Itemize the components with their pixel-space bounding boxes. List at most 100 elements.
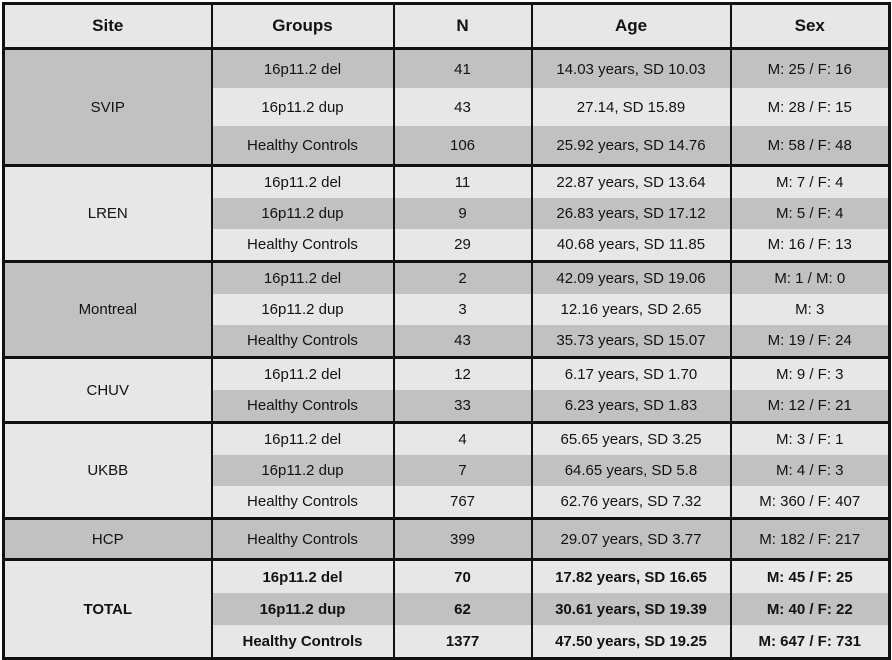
age-cell: 65.65 years, SD 3.25 [530,421,732,455]
site-cell-chuv: CHUV [2,356,213,423]
col-header-age: Age [530,3,732,50]
col-header-site: Site [2,3,213,50]
age-cell: 27.14, SD 15.89 [530,88,732,126]
group-cell: 16p11.2 del [210,260,395,294]
table-row: 16p11.2 dup 43 27.14, SD 15.89 M: 28 / F… [4,88,891,126]
n-cell: 43 [392,325,533,358]
sex-cell: M: 40 / F: 22 [729,593,891,625]
group-cell: 16p11.2 del [210,47,395,88]
age-cell: 6.17 years, SD 1.70 [530,356,732,390]
table-row: 16p11.2 dup 3 12.16 years, SD 2.65 M: 3 [4,294,891,325]
table-row: Healthy Controls 106 25.92 years, SD 14.… [4,126,891,166]
n-cell: 106 [392,126,533,166]
sex-cell: M: 16 / F: 13 [729,229,891,262]
table-row: Montreal 16p11.2 del 2 42.09 years, SD 1… [2,260,891,358]
n-cell: 11 [392,164,533,198]
age-cell: 14.03 years, SD 10.03 [530,47,732,88]
sex-cell: M: 647 / F: 731 [729,625,891,659]
age-cell: 25.92 years, SD 14.76 [530,126,732,166]
age-cell: 42.09 years, SD 19.06 [530,260,732,294]
col-header-groups: Groups [210,3,395,50]
table-row: TOTAL 16p11.2 del 70 17.82 years, SD 16.… [2,558,891,659]
n-cell: 3 [392,294,533,325]
group-cell: 16p11.2 dup [210,198,395,229]
group-cell: Healthy Controls [210,229,395,262]
age-cell: 64.65 years, SD 5.8 [530,455,732,486]
sex-cell: M: 45 / F: 25 [729,558,891,593]
site-cell-hcp: HCP [2,517,213,560]
sex-cell: M: 58 / F: 48 [729,126,891,166]
n-cell: 1377 [392,625,533,659]
sex-cell: M: 19 / F: 24 [729,325,891,358]
group-cell: 16p11.2 dup [210,88,395,126]
table-row: 16p11.2 dup 62 30.61 years, SD 19.39 M: … [4,593,891,625]
n-cell: 399 [392,517,533,560]
n-cell: 4 [392,421,533,455]
group-cell: 16p11.2 dup [210,593,395,625]
table-row: 16p11.2 dup 9 26.83 years, SD 17.12 M: 5… [4,198,891,229]
sex-cell: M: 3 / F: 1 [729,421,891,455]
n-cell: 12 [392,356,533,390]
col-header-n: N [392,3,533,50]
group-cell: 16p11.2 dup [210,294,395,325]
age-cell: 62.76 years, SD 7.32 [530,486,732,519]
sex-cell: M: 1 / M: 0 [729,260,891,294]
table-row: Healthy Controls 43 35.73 years, SD 15.0… [4,325,891,358]
group-cell: Healthy Controls [210,517,395,560]
n-cell: 70 [392,558,533,593]
sex-cell: M: 7 / F: 4 [729,164,891,198]
group-cell: Healthy Controls [210,390,395,423]
group-cell: 16p11.2 del [210,558,395,593]
site-cell-montreal: Montreal [2,260,213,358]
table-row: HCP Healthy Controls 399 29.07 years, SD… [2,517,891,560]
table-row: UKBB 16p11.2 del 4 65.65 years, SD 3.25 … [2,421,891,519]
age-cell: 12.16 years, SD 2.65 [530,294,732,325]
sex-cell: M: 182 / F: 217 [729,517,891,560]
table-row: CHUV 16p11.2 del 12 6.17 years, SD 1.70 … [2,356,891,423]
group-cell: Healthy Controls [210,486,395,519]
table-row: Healthy Controls 33 6.23 years, SD 1.83 … [4,390,891,423]
n-cell: 29 [392,229,533,262]
col-header-sex: Sex [729,3,891,50]
table-row: Healthy Controls 29 40.68 years, SD 11.8… [4,229,891,262]
age-cell: 35.73 years, SD 15.07 [530,325,732,358]
sex-cell: M: 25 / F: 16 [729,47,891,88]
group-cell: 16p11.2 del [210,356,395,390]
sex-cell: M: 28 / F: 15 [729,88,891,126]
age-cell: 17.82 years, SD 16.65 [530,558,732,593]
group-cell: 16p11.2 del [210,421,395,455]
sex-cell: M: 9 / F: 3 [729,356,891,390]
n-cell: 33 [392,390,533,423]
age-cell: 30.61 years, SD 19.39 [530,593,732,625]
n-cell: 2 [392,260,533,294]
n-cell: 41 [392,47,533,88]
site-cell-lren: LREN [2,164,213,262]
table-row: SVIP 16p11.2 del 41 14.03 years, SD 10.0… [2,47,891,166]
n-cell: 767 [392,486,533,519]
age-cell: 40.68 years, SD 11.85 [530,229,732,262]
sex-cell: M: 3 [729,294,891,325]
group-cell: 16p11.2 del [210,164,395,198]
sex-cell: M: 12 / F: 21 [729,390,891,423]
site-cell-svip: SVIP [2,47,213,166]
site-cell-total: TOTAL [2,558,213,659]
header-row: Site Groups N Age Sex [2,3,891,50]
age-cell: 6.23 years, SD 1.83 [530,390,732,423]
n-cell: 43 [392,88,533,126]
sex-cell: M: 360 / F: 407 [729,486,891,519]
sex-cell: M: 4 / F: 3 [729,455,891,486]
age-cell: 22.87 years, SD 13.64 [530,164,732,198]
group-cell: 16p11.2 dup [210,455,395,486]
n-cell: 62 [392,593,533,625]
table-row: 16p11.2 dup 7 64.65 years, SD 5.8 M: 4 /… [4,455,891,486]
table-row: Healthy Controls 767 62.76 years, SD 7.3… [4,486,891,519]
age-cell: 29.07 years, SD 3.77 [530,517,732,560]
n-cell: 9 [392,198,533,229]
table-row: LREN 16p11.2 del 11 22.87 years, SD 13.6… [2,164,891,262]
group-cell: Healthy Controls [210,325,395,358]
sex-cell: M: 5 / F: 4 [729,198,891,229]
n-cell: 7 [392,455,533,486]
age-cell: 47.50 years, SD 19.25 [530,625,732,659]
